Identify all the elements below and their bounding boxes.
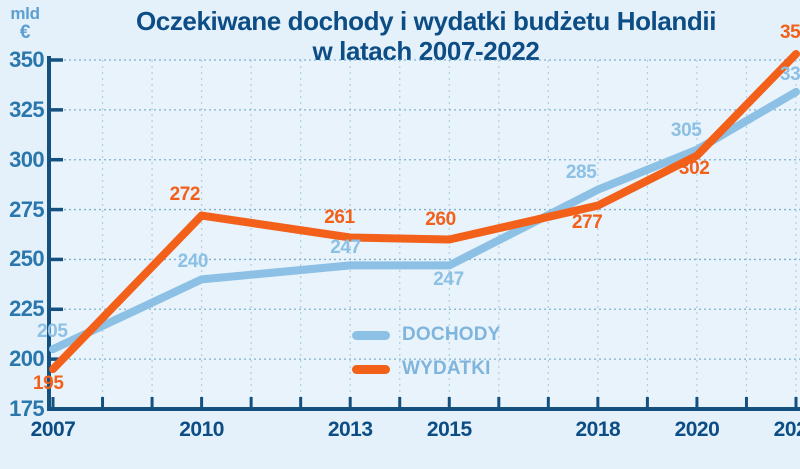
x-axis-tick-label: 2010 [179, 418, 224, 441]
y-axis-unit-euro: € [19, 22, 31, 43]
series-lines [49, 50, 800, 374]
y-axis-tick-label: 200 [9, 346, 45, 372]
x-axis-tick-label: 2015 [426, 418, 472, 441]
y-axis-tick-label: 300 [9, 146, 45, 172]
data-label-dochody-2022: 334 [780, 63, 800, 85]
data-label-wydatki-2018: 277 [571, 211, 603, 233]
legend-item-dochody[interactable]: DOCHODY [352, 318, 552, 352]
data-label-dochody-2020: 305 [670, 119, 702, 141]
data-label-dochody-2013: 247 [330, 237, 361, 259]
y-axis-tick-label: 175 [9, 396, 45, 421]
data-label-wydatki-2022: 353 [780, 22, 800, 44]
y-axis-tick-label: 275 [9, 196, 45, 222]
chart-title-line-1: Oczekiwane dochody i wydatki budżetu Hol… [135, 6, 717, 36]
y-axis-tick-label: 250 [9, 246, 45, 272]
plot-background [48, 60, 800, 409]
x-axis-tick-label: 2018 [575, 418, 621, 441]
horizontal-gridlines [49, 59, 800, 360]
data-label-dochody-2010: 240 [177, 251, 209, 273]
legend-item-wydatki[interactable]: WYDATKI [352, 352, 552, 386]
legend-swatch-dochody [352, 330, 390, 340]
y-axis-unit: mld € [4, 4, 46, 42]
data-label-wydatki-2015: 260 [425, 209, 456, 231]
data-label-wydatki-2007: 195 [33, 373, 64, 395]
data-label-dochody-2015: 247 [433, 269, 464, 291]
data-label-wydatki-2010: 272 [169, 183, 201, 205]
legend-label-wydatki: WYDATKI [402, 358, 491, 379]
chart-title: Oczekiwane dochody i wydatki budżetu Hol… [56, 6, 796, 66]
y-axis-tick-label: 225 [9, 296, 45, 322]
y-axis-unit-mld: mld [10, 4, 40, 23]
x-axis-tick-label: 2022 [773, 418, 800, 441]
y-axis-tick-label: 325 [9, 96, 45, 122]
y-axis-tick-label: 350 [9, 47, 45, 72]
legend-swatch-wydatki [352, 364, 390, 374]
data-label-wydatki-2020: 302 [678, 157, 710, 179]
x-axis-tick-label: 2013 [327, 418, 373, 441]
data-label-dochody-2018: 285 [565, 161, 597, 183]
data-label-wydatki-2013: 261 [324, 207, 355, 229]
chart-legend: DOCHODY WYDATKI [352, 318, 552, 386]
data-label-dochody-2007: 205 [37, 321, 68, 343]
legend-label-dochody: DOCHODY [402, 324, 501, 345]
x-axis-tick-label: 2020 [674, 418, 720, 441]
x-axis-tick-label: 2007 [30, 418, 76, 441]
